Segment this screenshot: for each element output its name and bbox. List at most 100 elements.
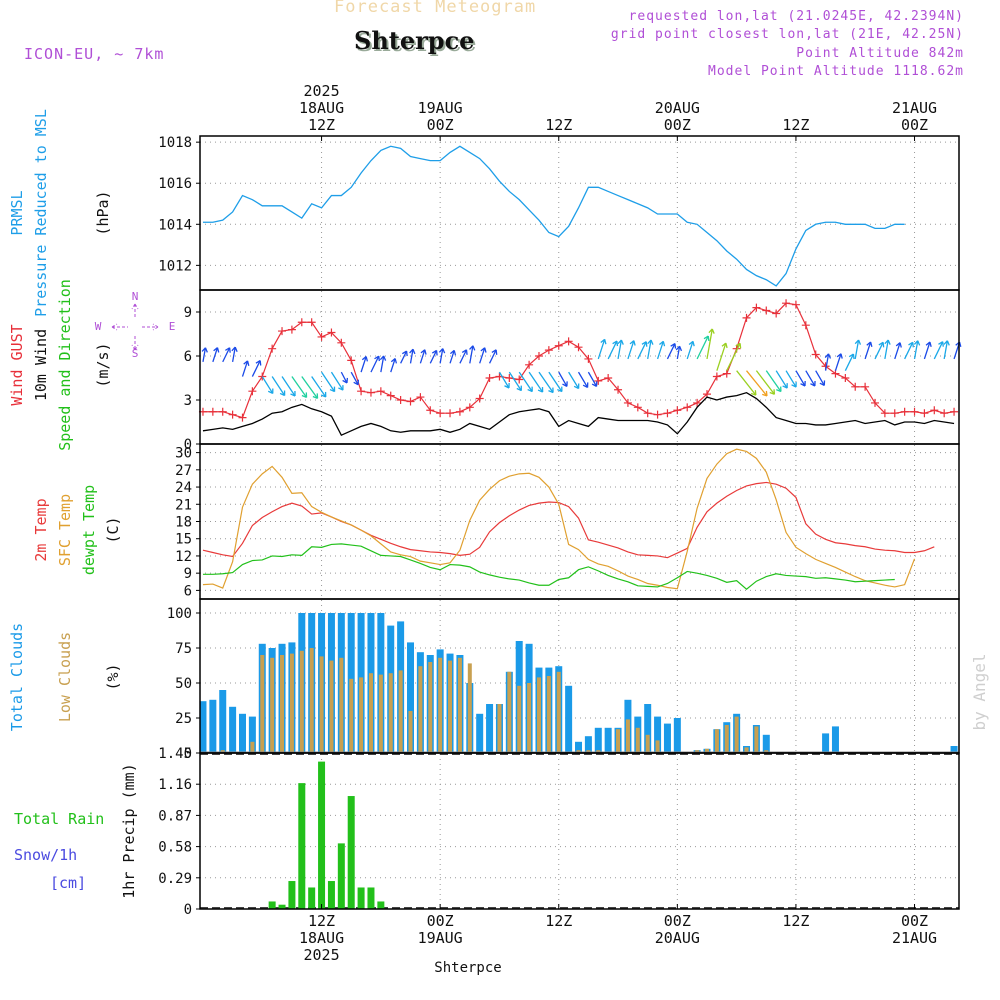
temp-y-tick-label: 9	[184, 566, 192, 582]
gust-point	[861, 382, 870, 391]
gust-point	[505, 374, 514, 382]
total-cloud-bar	[654, 716, 662, 753]
wind-arrow-head	[438, 348, 446, 354]
temp-y-tick-label: 24	[175, 480, 192, 496]
precip-y-tick-label: 0.29	[158, 871, 192, 887]
top-time-label: 2025	[303, 82, 339, 100]
total-cloud-bar	[831, 726, 839, 753]
gust-point	[594, 376, 603, 385]
wind-direction-arrow	[637, 341, 647, 360]
wind-y-tick-label: 6	[184, 349, 192, 365]
gust-point	[782, 299, 791, 308]
low-cloud-bar	[536, 677, 541, 753]
total-clouds-label: Total Clouds	[8, 623, 26, 731]
temp-y-tick-label: 15	[175, 532, 192, 548]
wind-direction-arrow	[666, 343, 676, 360]
total-cloud-bar	[486, 704, 494, 753]
wind-arrow-head	[878, 341, 885, 348]
gust-point	[248, 387, 257, 396]
wind-arrow-head	[854, 339, 862, 345]
wind-direction-arrow	[765, 370, 782, 392]
point-altitude: Point Altitude 842m	[796, 46, 964, 61]
wind-direction-arrow	[706, 328, 713, 360]
low-cloud-bar	[655, 740, 660, 753]
wind-direction-arrow	[627, 340, 635, 360]
top-time-label: 12Z	[308, 116, 335, 134]
wind-direction-arrow	[755, 370, 775, 395]
bottom-time-label: 18AUG	[299, 929, 344, 947]
wind-direction-arrow	[647, 339, 652, 360]
low-cloud-bar	[734, 716, 739, 753]
total-cloud-bar	[565, 685, 573, 753]
wind-arrow-head	[573, 383, 580, 390]
wind-arrow-head	[913, 340, 921, 346]
bottom-time-label: 00Z	[901, 912, 928, 930]
wind-arrow-head	[231, 346, 238, 352]
low-cloud-bar	[517, 685, 522, 753]
gust-point	[327, 328, 336, 337]
total-cloud-bar	[673, 718, 681, 753]
wind-direction-arrow	[864, 341, 872, 360]
wind-arrow-head	[884, 339, 891, 345]
gust-point	[278, 327, 287, 336]
total-cloud-bar	[219, 690, 227, 753]
wind-direction-arrow	[311, 376, 327, 398]
clouds-y-tick-label: 100	[167, 606, 192, 622]
temp-y-tick-label: 18	[175, 515, 192, 531]
low-cloud-bar	[754, 726, 759, 753]
temp2m-label: 2m Temp	[32, 498, 50, 561]
wind-arrow-head	[225, 347, 231, 353]
bottom-time-label: 20AUG	[655, 929, 700, 947]
low-cloud-bar	[497, 704, 502, 753]
wind-arrow-head	[390, 358, 398, 364]
gust-point	[218, 407, 227, 416]
gust-point	[584, 354, 593, 363]
wind-direction-arrow	[943, 340, 949, 360]
wind-arrow-head	[290, 390, 296, 397]
wind-direction-arrow	[222, 347, 231, 363]
wind-unit: (m/s)	[94, 342, 112, 387]
wind-direction-label: Speed and Direction	[56, 279, 74, 451]
wind-direction-arrow	[370, 355, 380, 373]
low-cloud-bar	[616, 729, 621, 753]
temp-y-tick-label: 6	[184, 583, 192, 599]
wind-direction-arrow	[716, 342, 727, 371]
low-cloud-bar	[289, 653, 294, 753]
low-cloud-bar	[270, 657, 275, 753]
top-time-label: 18AUG	[299, 99, 344, 117]
gust-point	[950, 407, 959, 416]
wind-gust-label: Wind GUST	[8, 324, 26, 405]
wind-arrow-head	[769, 389, 776, 395]
sfc-temp-label: SFC Temp	[56, 494, 74, 566]
wind-arrow-head	[836, 353, 843, 359]
clouds-y-tick-label: 75	[175, 641, 192, 657]
rain-bar	[288, 881, 296, 909]
wind-direction-arrow	[656, 341, 664, 360]
wind-direction-arrow	[429, 350, 438, 364]
clouds-y-tick-label: 50	[175, 676, 192, 692]
bottom-time-label: 19AUG	[418, 929, 463, 947]
gust-point	[811, 350, 820, 359]
total-cloud-bar	[822, 733, 830, 753]
wind-arrow-head	[243, 360, 250, 366]
gust-point	[801, 321, 810, 330]
bottom-time-label: 12Z	[308, 912, 335, 930]
low-cloud-bar	[250, 741, 255, 753]
rain-bar	[318, 761, 326, 909]
gust-point	[633, 403, 642, 412]
top-time-label: 00Z	[901, 116, 928, 134]
wind-direction-arrow	[834, 353, 842, 371]
gust-point	[890, 409, 899, 418]
gust-point	[643, 409, 652, 418]
precip-frame	[199, 752, 960, 910]
wind-direction-arrow	[775, 370, 788, 389]
gust-point	[485, 374, 494, 382]
top-time-label: 20AUG	[655, 99, 700, 117]
wind-arrow-head	[750, 390, 757, 396]
wind-direction-arrow	[390, 358, 396, 373]
wind-direction-arrow	[568, 371, 580, 389]
wind-line	[202, 391, 955, 437]
wind-direction-arrow	[409, 349, 414, 364]
precip-y-tick-label: 0	[184, 902, 192, 918]
gridpoint-coords: grid point closest lon,lat (21E, 42.25N)	[610, 27, 964, 42]
